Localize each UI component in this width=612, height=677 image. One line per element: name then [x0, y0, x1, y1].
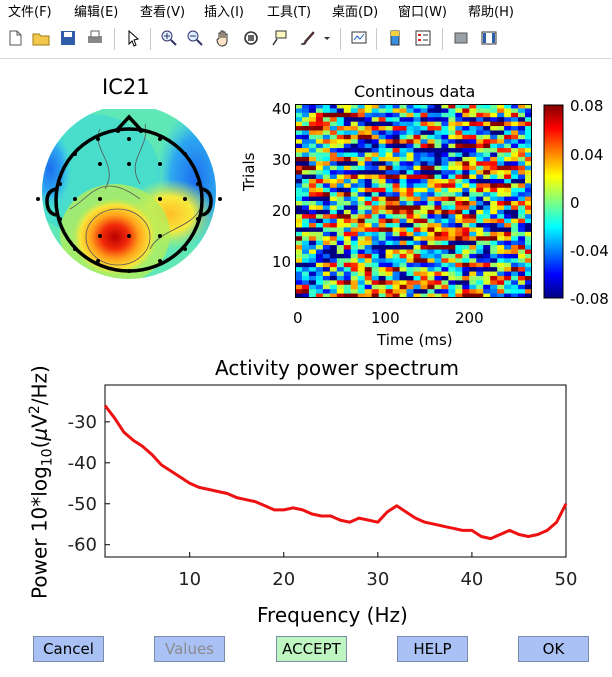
- topoplot-title: IC21: [102, 75, 150, 99]
- toolbar-separator: [114, 28, 115, 50]
- erp-image-frame: [295, 104, 532, 298]
- pan-icon[interactable]: [212, 27, 234, 49]
- toolbar-separator: [340, 28, 341, 50]
- colorbar: [543, 104, 564, 299]
- menu-bar: 文件(F) 编辑(E) 查看(V) 插入(I) 工具(T) 桌面(D) 窗口(W…: [0, 0, 612, 20]
- colorbar-icon[interactable]: [384, 27, 406, 49]
- y-tick-label: -60: [68, 535, 97, 556]
- y-tick-label: -50: [68, 494, 97, 515]
- brush-icon[interactable]: [296, 27, 318, 49]
- colorbar-tick: -0.04: [570, 242, 609, 260]
- menu-desktop[interactable]: 桌面(D): [332, 5, 379, 20]
- print-icon[interactable]: [84, 27, 106, 49]
- y-tick-label: -30: [68, 412, 97, 433]
- erp-ylabel: Trials: [240, 152, 258, 191]
- legend-icon[interactable]: [412, 27, 434, 49]
- figure-canvas: IC21: [0, 59, 612, 677]
- colorbar-tick: -0.08: [570, 290, 609, 308]
- x-tick-label: 50: [555, 569, 578, 590]
- hide-plot-tools-icon[interactable]: [450, 27, 472, 49]
- zoom-in-icon[interactable]: [158, 27, 180, 49]
- brush-dropdown-icon[interactable]: [320, 27, 334, 49]
- ok-button[interactable]: OK: [518, 636, 589, 662]
- chart-ylabel: Power 10*log10(μV2/Hz): [27, 365, 56, 599]
- erp-ytick: 10: [272, 253, 292, 271]
- open-folder-icon[interactable]: [30, 27, 52, 49]
- toolbar: [0, 20, 612, 59]
- power-spectrum-chart: 10 20 30 40 50 -30 -40 -50 -60: [68, 384, 578, 590]
- menu-file[interactable]: 文件(F): [8, 5, 52, 20]
- cancel-button[interactable]: Cancel: [33, 636, 104, 662]
- erp-xtick: 200: [455, 309, 484, 327]
- menu-view[interactable]: 查看(V): [140, 5, 186, 20]
- save-icon[interactable]: [57, 27, 79, 49]
- help-button[interactable]: HELP: [397, 636, 468, 662]
- spectrum-line: [103, 404, 568, 541]
- y-tick-label: -40: [68, 453, 97, 474]
- erp-xlabel: Time (ms): [377, 331, 453, 349]
- erp-xtick: 100: [371, 309, 400, 327]
- erp-xtick: 0: [293, 309, 303, 327]
- x-tick-label: 30: [366, 569, 389, 590]
- erpimage-title: Continous data: [354, 82, 476, 101]
- colorbar-tick: 0: [570, 194, 580, 212]
- link-plot-icon[interactable]: [348, 27, 370, 49]
- chart-axes-box: [104, 384, 567, 558]
- zoom-out-icon[interactable]: [184, 27, 206, 49]
- chart-title: Activity power spectrum: [215, 356, 459, 380]
- erp-ytick: 30: [272, 151, 292, 169]
- erp-ytick: 20: [272, 202, 292, 220]
- toolbar-separator: [376, 28, 377, 50]
- values-button[interactable]: Values: [154, 636, 225, 662]
- colorbar-tick: 0.08: [570, 97, 604, 115]
- x-tick-label: 10: [178, 569, 201, 590]
- menu-help[interactable]: 帮助(H): [468, 5, 514, 20]
- erp-image: [295, 104, 532, 298]
- show-plot-tools-icon[interactable]: [478, 27, 500, 49]
- toolbar-separator: [442, 28, 443, 50]
- toolbar-separator: [150, 28, 151, 50]
- data-cursor-icon[interactable]: [268, 27, 290, 49]
- menu-tools[interactable]: 工具(T): [267, 5, 312, 20]
- new-file-icon[interactable]: [4, 27, 26, 49]
- pointer-icon[interactable]: [122, 27, 144, 49]
- rotate-3d-icon[interactable]: [240, 27, 262, 49]
- menu-edit[interactable]: 编辑(E): [74, 5, 119, 20]
- x-tick-label: 40: [460, 569, 483, 590]
- erp-ytick: 40: [272, 100, 292, 118]
- menu-insert[interactable]: 插入(I): [204, 5, 244, 20]
- menu-window[interactable]: 窗口(W): [398, 5, 447, 20]
- accept-button[interactable]: ACCEPT: [276, 636, 347, 662]
- colorbar-tick: 0.04: [570, 146, 604, 164]
- chart-xlabel: Frequency (Hz): [257, 603, 408, 627]
- x-tick-label: 20: [272, 569, 295, 590]
- topoplot: [36, 109, 222, 279]
